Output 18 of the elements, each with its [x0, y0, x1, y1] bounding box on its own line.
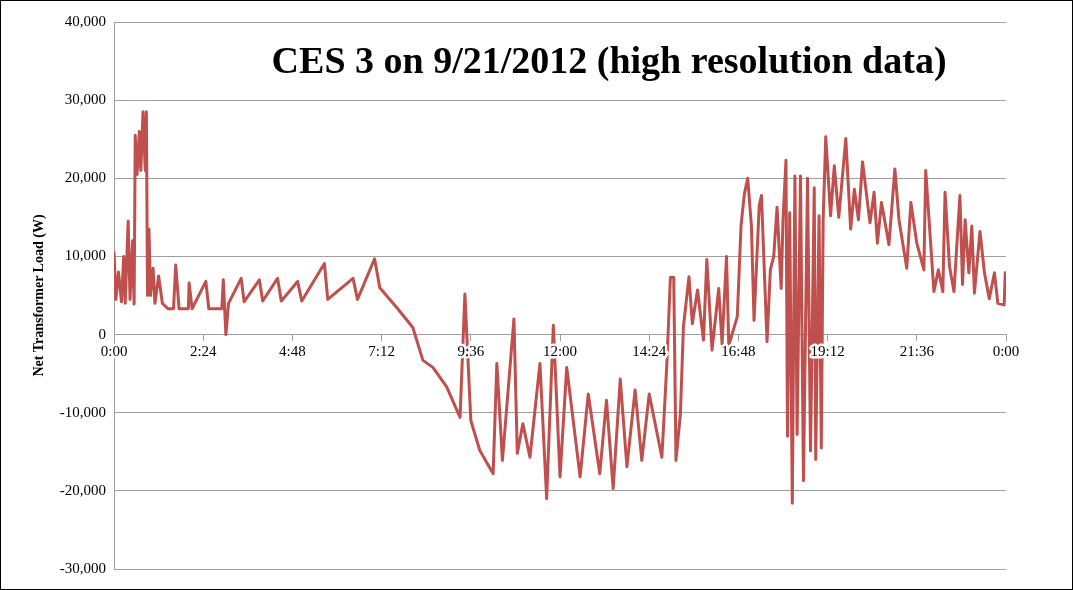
- x-tick-label: 14:24: [632, 343, 667, 360]
- y-tick-label: 40,000: [64, 12, 107, 29]
- y-tick-label: -10,000: [59, 403, 107, 420]
- y-axis-title: Net Transformer Load (W): [31, 214, 48, 377]
- x-tick-label: 0:00: [992, 343, 1020, 360]
- chart-title: CES 3 on 9/21/2012 (high resolution data): [271, 38, 947, 82]
- y-tick-label: -30,000: [59, 559, 107, 576]
- y-tick-label: 20,000: [64, 169, 107, 186]
- x-tick-label: 0:00: [100, 343, 128, 360]
- x-tick-label: 7:12: [368, 343, 395, 360]
- x-tick-label: 21:36: [899, 343, 935, 360]
- x-tick-label: 16:48: [721, 343, 756, 360]
- y-tick-label: -20,000: [59, 481, 107, 498]
- x-tick-label: 2:24: [189, 343, 218, 360]
- y-tick-label: 0: [98, 325, 107, 342]
- x-tick-label: 4:48: [279, 343, 306, 360]
- y-tick-label: 10,000: [64, 247, 107, 264]
- y-tick-label: 30,000: [64, 91, 107, 108]
